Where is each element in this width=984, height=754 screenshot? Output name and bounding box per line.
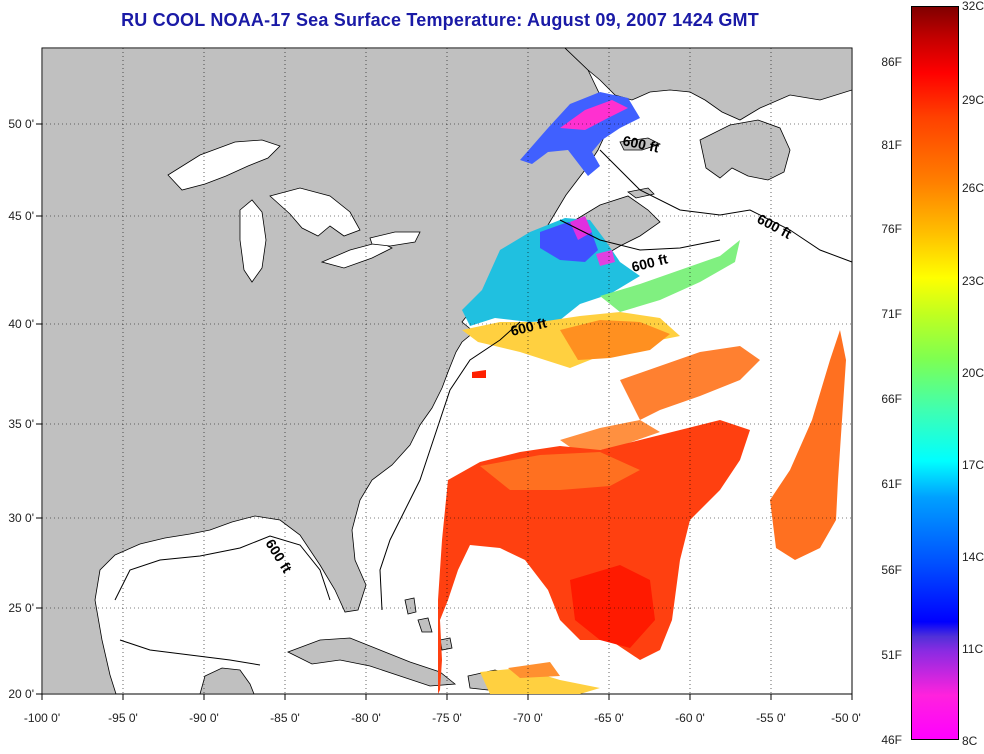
sst-patches <box>438 92 846 694</box>
isobath-shelf <box>559 219 721 251</box>
sst-caribbean-orange <box>508 662 560 678</box>
lat-tick-label: 25 0' <box>8 601 34 615</box>
lake-superior <box>167 139 281 191</box>
isobath-gulf <box>114 535 331 601</box>
lat-tick-label: 45 0' <box>8 209 34 223</box>
isobath-gulf-south <box>119 639 261 666</box>
tick-marks <box>36 123 853 700</box>
sst-gulf-stlawrence-magenta <box>560 100 628 130</box>
colorbar-f-label: 56F <box>881 563 902 577</box>
colorbar-f-label: 71F <box>881 307 902 321</box>
colorbar-f-label: 46F <box>881 733 902 747</box>
colorbar-f-label: 61F <box>881 477 902 491</box>
sst-mid-atlantic-2 <box>560 420 660 454</box>
lon-tick-label: -100 0' <box>24 711 60 725</box>
sst-slope-orange <box>560 320 670 360</box>
lat-tick-label: 50 0' <box>8 117 34 131</box>
colorbar-c-label: 23C <box>962 274 984 288</box>
sst-caribbean <box>480 668 600 694</box>
colorbar-c-label: 32C <box>962 0 984 13</box>
lon-tick-label: -50 0' <box>831 711 861 725</box>
isobath-east-coast <box>599 149 853 263</box>
lon-tick-label: -70 0' <box>513 711 543 725</box>
lat-tick-label: 35 0' <box>8 417 34 431</box>
colorbar-f-label: 76F <box>881 222 902 236</box>
land-pei <box>627 187 655 199</box>
colorbar <box>905 4 961 740</box>
lat-tick-label: 20 0' <box>8 687 34 701</box>
lon-tick-label: -55 0' <box>756 711 786 725</box>
land-bahamas-2 <box>417 617 433 633</box>
colorbar-c-label: 11C <box>962 642 984 656</box>
lake-ontario <box>369 231 421 247</box>
sst-sargasso-orange <box>480 452 640 490</box>
lat-tick-label: 40 0' <box>8 317 34 331</box>
lake-erie <box>320 241 393 269</box>
isobath-600ft <box>114 149 853 666</box>
colorbar-f-label: 81F <box>881 138 902 152</box>
colorbar-c-label: 8C <box>962 734 978 748</box>
lake-michigan <box>239 199 267 283</box>
sst-east <box>770 330 846 560</box>
lat-axis: 50 0' 45 0' 40 0' 35 0' 30 0' 25 0' 20 0… <box>8 117 34 701</box>
sst-mid-atlantic-1 <box>620 346 760 420</box>
sst-shelf-green <box>600 240 740 312</box>
land-labrador <box>564 47 853 121</box>
map-title: RU COOL NOAA-17 Sea Surface Temperature:… <box>121 10 759 30</box>
land-bahamas-3 <box>439 637 453 651</box>
lon-tick-label: -75 0' <box>432 711 462 725</box>
lon-axis: -100 0' -95 0' -90 0' -85 0' -80 0' -75 … <box>24 711 861 725</box>
colorbar-c-label: 17C <box>962 458 984 472</box>
land-yucatan <box>199 667 255 695</box>
sst-gulf-maine-magenta <box>570 216 592 240</box>
lon-tick-label: -65 0' <box>594 711 624 725</box>
colorbar-gradient <box>911 6 959 740</box>
land-cuba <box>287 637 457 687</box>
sst-sargasso-red <box>570 565 655 648</box>
colorbar-c-label: 14C <box>962 550 984 564</box>
lat-tick-label: 30 0' <box>8 511 34 525</box>
land-north-america <box>41 47 613 695</box>
land-newfoundland <box>699 119 791 181</box>
sst-gulf-maine-magenta2 <box>596 250 615 266</box>
isobath-midatlantic <box>379 321 521 611</box>
colorbar-f-label: 86F <box>881 55 902 69</box>
great-lakes <box>167 139 421 283</box>
colorbar-c-label: 20C <box>962 366 984 380</box>
contour-label-1: 600 ft <box>621 132 660 155</box>
lon-tick-label: -60 0' <box>675 711 705 725</box>
lon-tick-label: -90 0' <box>189 711 219 725</box>
sst-hatteras <box>472 370 486 378</box>
colorbar-c-label: 26C <box>962 181 984 195</box>
land-anticosti <box>619 137 662 151</box>
colorbar-c-label: 29C <box>962 93 984 107</box>
lon-tick-label: -85 0' <box>270 711 300 725</box>
lon-tick-label: -95 0' <box>108 711 138 725</box>
colorbar-f-label: 51F <box>881 648 902 662</box>
land-bahamas-1 <box>404 597 417 615</box>
graticule <box>42 48 852 694</box>
sst-map[interactable]: 600 ft 600 ft 600 ft 600 ft 600 ft -100 … <box>0 0 900 754</box>
colorbar-f-label: 66F <box>881 392 902 406</box>
lon-tick-label: -80 0' <box>351 711 381 725</box>
lake-huron <box>269 187 361 237</box>
